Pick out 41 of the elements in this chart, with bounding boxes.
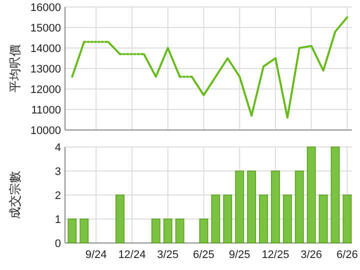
bar [116,194,124,244]
bar [223,194,232,244]
bar [282,194,292,244]
bar [259,194,268,244]
x-tick-label: 6/26 [336,249,358,261]
bar [330,146,340,244]
y-tick-label: 3 [54,166,61,178]
bar [80,218,89,244]
bar [306,146,316,244]
y-tick-label: 16000 [30,2,61,14]
bar [271,170,280,244]
x-tick-label: 3/25 [157,249,179,261]
bar [199,218,208,244]
y-tick-label: 2 [54,190,61,202]
y-axis-title: 平均呎價 [8,44,22,92]
x-tick-label: 3/26 [300,249,322,261]
x-tick-label: 6/25 [193,249,214,261]
bar [318,194,328,244]
bar [151,218,160,244]
y-tick-label: 4 [54,142,61,154]
y-tick-label: 1 [54,214,61,226]
y-tick-label: 13000 [30,64,61,76]
x-tick-label: 9/24 [85,249,107,261]
bar [163,218,172,244]
x-tick-label: 12/25 [262,249,290,261]
bar [175,218,184,244]
y-tick-label: 0 [54,238,61,250]
y-axis-title: 成交宗數 [8,171,22,219]
bar [247,170,256,244]
x-tick-label: 9/25 [228,249,250,261]
bar [211,194,220,244]
bar [342,194,352,244]
bar [235,170,244,244]
y-tick-label: 14000 [30,43,61,55]
x-tick-label: 12/24 [118,249,146,261]
bar [294,170,304,244]
y-tick-label: 15000 [30,22,61,34]
y-tick-label: 10000 [30,125,61,137]
y-tick-label: 12000 [30,84,61,96]
bar [68,218,77,244]
y-tick-label: 11000 [31,104,61,116]
